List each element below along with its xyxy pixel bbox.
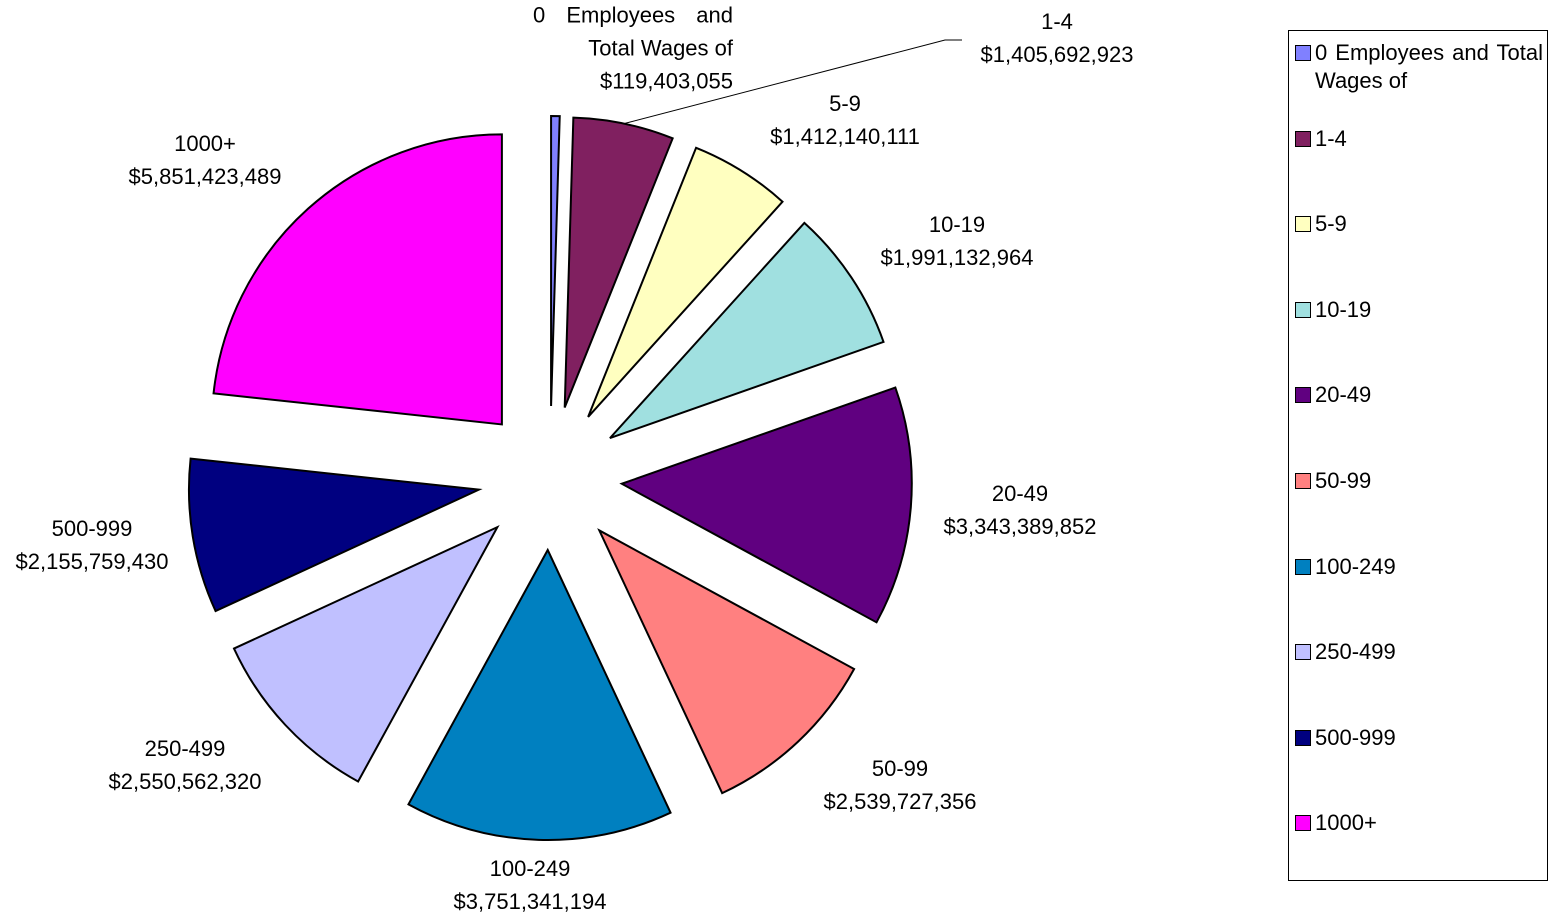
data-label: 50-99 $2,539,727,356 xyxy=(824,752,977,818)
slice-value: $3,751,341,194 xyxy=(453,889,607,914)
legend-label: 50-99 xyxy=(1315,468,1372,493)
legend-label: 1000+ xyxy=(1315,810,1377,836)
slice-category: 10-19 xyxy=(928,212,986,237)
slice-category: 20-49 xyxy=(991,481,1049,506)
legend-label: 10-19 xyxy=(1315,296,1372,322)
pie-slice xyxy=(407,547,672,841)
slice-value: $1,412,140,111 xyxy=(770,124,920,149)
slice-category: 1-4 xyxy=(1041,9,1073,34)
legend-swatch xyxy=(1295,130,1311,147)
data-label: 20-49 $3,343,389,852 xyxy=(944,477,1097,543)
slice-value: $3,343,389,852 xyxy=(943,514,1097,539)
pie-slice xyxy=(187,457,483,613)
legend-swatch xyxy=(1295,45,1311,61)
slice-value: $5,851,423,489 xyxy=(128,164,282,189)
leader-line xyxy=(623,39,962,125)
legend-swatch xyxy=(1295,473,1311,489)
legend-label: 500-999 xyxy=(1315,724,1396,750)
pie-slice xyxy=(550,115,561,407)
slice-category: 1000+ xyxy=(174,131,236,156)
data-label: 5-9 $1,412,140,111 xyxy=(770,87,920,153)
legend-entry: 0 Employees and Total Wages of xyxy=(1295,39,1543,95)
legend-label: 100-249 xyxy=(1315,553,1396,579)
legend: 0 Employees and Total Wages of 1-4 5-9 10-1… xyxy=(1288,30,1548,881)
slice-value: $2,550,562,320 xyxy=(108,769,262,794)
legend-entry: 5-9 xyxy=(1295,210,1543,238)
legend-swatch xyxy=(1295,301,1311,318)
chart xyxy=(187,39,962,841)
data-label: 500-999 $2,155,759,430 xyxy=(16,512,169,578)
pie-slice xyxy=(212,133,503,426)
pie-slice xyxy=(563,116,674,408)
legend-entry: 10-19 xyxy=(1295,296,1543,324)
pie-slice xyxy=(232,524,500,783)
data-label: 1000+ $5,851,423,489 xyxy=(129,127,282,193)
legend-swatch xyxy=(1295,815,1311,832)
data-label: 0 Employees and Total Wages of $119,403,0… xyxy=(533,0,733,98)
slice-category: 5-9 xyxy=(829,91,861,116)
legend-label: 1-4 xyxy=(1315,125,1347,151)
legend-label: 5-9 xyxy=(1315,211,1347,237)
legend-entry: 50-99 xyxy=(1295,467,1543,495)
legend-swatch xyxy=(1295,387,1311,404)
data-label: 100-249 $3,751,341,194 xyxy=(454,852,607,918)
pie-slice xyxy=(587,146,784,418)
slice-value: $1,405,692,923 xyxy=(980,42,1134,67)
legend-swatch xyxy=(1295,729,1311,746)
legend-label: 250-499 xyxy=(1315,639,1396,665)
legend-entry: 250-499 xyxy=(1295,638,1543,666)
data-label: 10-19 $1,991,132,964 xyxy=(881,208,1034,274)
legend-label: 0 Employees and Total Wages of xyxy=(1315,40,1543,93)
legend-entry: 1000+ xyxy=(1295,809,1543,837)
pie-slice xyxy=(609,221,885,440)
slice-category: 0 Employees and Total Wages of xyxy=(533,2,733,61)
slice-value: $119,403,055 xyxy=(600,68,733,94)
slice-category: 100-249 xyxy=(489,856,571,881)
slice-category: 500-999 xyxy=(51,516,133,541)
pie-slice xyxy=(619,386,913,624)
legend-swatch xyxy=(1295,644,1311,661)
legend-swatch xyxy=(1295,216,1311,233)
data-label: 1-4 $1,405,692,923 xyxy=(981,5,1134,71)
slice-value: $2,539,727,356 xyxy=(823,789,977,814)
slice-value: $2,155,759,430 xyxy=(15,549,169,574)
pie-slice xyxy=(597,528,856,795)
slice-value: $1,991,132,964 xyxy=(880,245,1034,270)
data-label: 250-499 $2,550,562,320 xyxy=(109,732,262,798)
legend-swatch xyxy=(1295,558,1311,575)
legend-label: 20-49 xyxy=(1315,382,1372,408)
legend-entry: 500-999 xyxy=(1295,724,1543,752)
legend-entry: 100-249 xyxy=(1295,553,1543,581)
legend-entry: 20-49 xyxy=(1295,381,1543,409)
legend-entry: 1-4 xyxy=(1295,125,1543,153)
slice-category: 250-499 xyxy=(144,736,226,761)
slice-category: 50-99 xyxy=(871,756,929,781)
